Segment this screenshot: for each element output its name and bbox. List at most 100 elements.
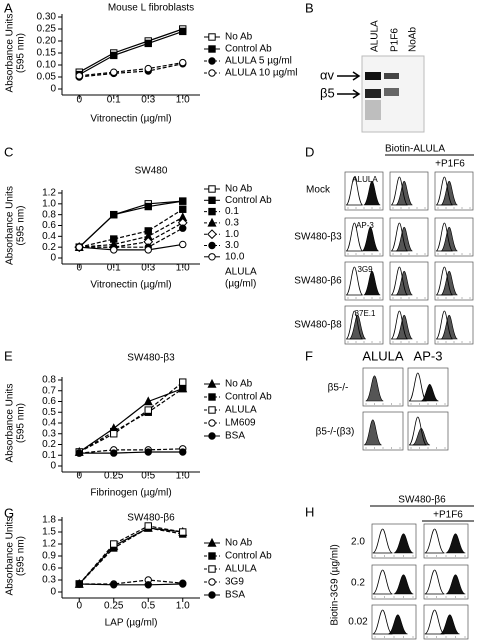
subheader: +P1F6 [433,510,463,521]
marker [110,430,118,438]
x-tick-label: 0 [76,601,82,612]
lane-label: ALULA [370,20,381,52]
y-tick-label: 0.4 [42,418,56,429]
x-tick-label: 0 [76,95,82,106]
x-tick-label: 0.3 [141,263,155,274]
histogram-outline [408,372,428,402]
legend-marker [208,45,216,53]
row-label: β5-/-(β3) [316,427,355,438]
column-label: ALULA [362,348,404,363]
marker [179,580,187,588]
marker [110,68,118,76]
marker [179,58,187,67]
histogram-filled [363,419,382,446]
y-tick-label: 0.5 [42,407,56,418]
series-line [78,30,183,76]
y-tick-label: 0.30 [37,12,57,23]
x-label: Fibrinogen (µg/ml) [90,488,171,499]
smear [365,100,381,120]
y-label: (595 nm) [16,536,27,576]
legend-label: 3G9 [225,577,244,588]
legend-marker [207,537,217,547]
legend-label: Control Ab [225,551,272,562]
y-tick-label: 0.6 [42,563,56,574]
marker [110,210,118,219]
legend-marker [208,33,216,41]
chart-title: Mouse L fibroblasts [108,3,194,14]
y-label: (595 nm) [16,33,27,73]
marker [144,39,152,48]
legend-label: No Ab [225,184,253,195]
legend-title: ALULA [225,267,257,278]
x-label: Vitronectin (µg/ml) [90,280,171,291]
y-tick-label: 0.8 [42,375,56,386]
legend-label: 10.0 [225,251,245,262]
histogram-filled [393,533,414,554]
y-tick-label: 0.6 [42,220,56,231]
histogram-filled [440,314,458,340]
histogram-filled [365,375,384,402]
legend-marker [208,69,216,77]
panel-letter: B [305,0,314,15]
y-label: Absorbance Units [5,14,16,93]
series-line [78,527,183,585]
histogram-outline [424,528,445,554]
y-tick-label: 0.20 [37,36,57,47]
series-line [78,381,184,453]
band-label: β5 [320,85,335,100]
legend-marker [208,393,216,401]
legend-marker [208,207,216,216]
histogram-outline [372,609,393,635]
histogram-filled [445,533,466,554]
legend-marker [207,229,217,240]
y-tick-label: 0.9 [42,551,56,562]
histogram-outline [435,222,454,252]
histogram-outline [424,609,445,635]
y-tick-label: 0 [50,84,56,95]
marker [144,246,152,254]
marker [110,51,118,60]
y-tick-label: 0.10 [37,60,57,71]
x-tick-label: 0.5 [141,471,155,482]
marker [179,197,187,205]
legend-marker [208,196,216,205]
y-tick-label: 0.15 [37,48,57,59]
legend-marker [208,241,216,250]
series-line [79,227,184,248]
antibody-label: 37E.1 [355,309,376,318]
marker [144,202,152,211]
x-tick-label: 0.3 [141,95,155,106]
histogram-filled [393,574,414,595]
row-label: SW480-β6 [294,276,342,287]
legend-marker [208,406,216,414]
series-line [79,222,184,248]
legend-label: Control Ab [225,195,272,206]
marker [179,224,187,232]
legend-marker [208,591,216,599]
legend-label: ALULA [225,564,257,575]
panel-letter: E [4,348,13,363]
y-label: (595 nm) [16,205,27,245]
panel-letter: D [305,144,314,159]
histogram-outline [372,569,393,595]
series-line [78,388,184,453]
legend-label: BSA [225,431,245,442]
marker [179,27,187,36]
band [365,72,381,80]
y-tick-label: 0.1 [42,450,56,461]
histogram-filled [445,574,466,595]
band [384,88,399,96]
marker [75,243,83,251]
y-tick-label: 0 [50,253,56,264]
legend-marker [208,419,216,427]
row-label: 2.0 [351,537,365,548]
x-tick-label: 0.25 [104,471,124,482]
series-line [79,62,183,77]
legend-label: No Ab [225,538,253,549]
series-line [79,208,184,248]
histogram-filled [363,180,381,206]
legend-label: No Ab [225,32,253,43]
marker [110,246,118,254]
y-tick-label: 0.8 [42,209,56,220]
legend-marker [207,378,217,388]
